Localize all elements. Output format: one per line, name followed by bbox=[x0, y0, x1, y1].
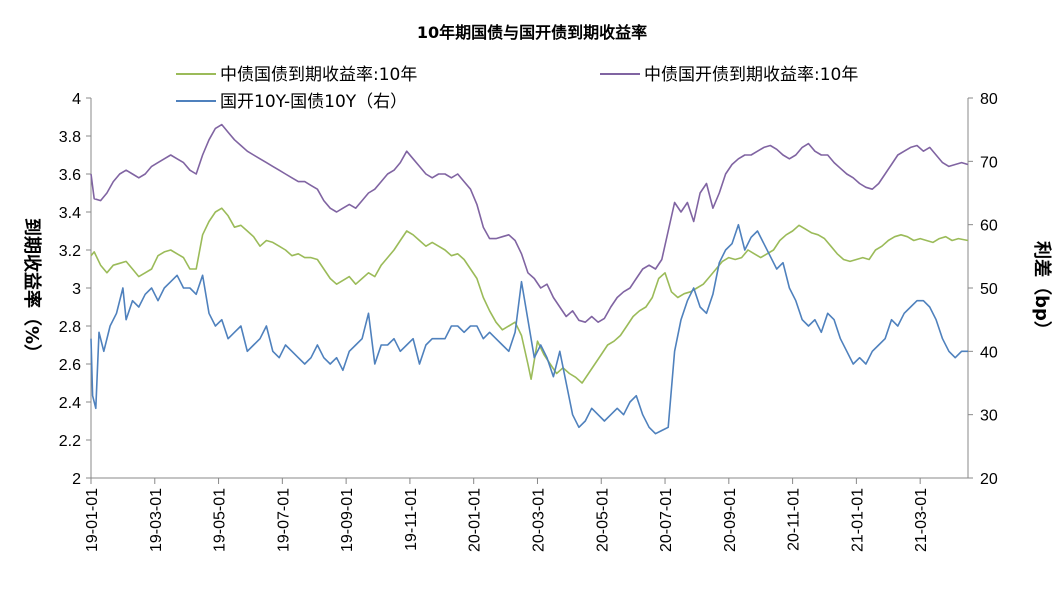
left-axis-title: 到期收益率（%） bbox=[21, 218, 43, 362]
left-tick-label: 2.2 bbox=[59, 433, 81, 450]
left-tick-label: 3.6 bbox=[59, 167, 81, 184]
right-tick-label: 30 bbox=[980, 408, 998, 425]
right-axis-ticks: 20 30 40 50 60 70 80 bbox=[968, 91, 998, 488]
left-tick-label: 3.2 bbox=[59, 243, 81, 260]
x-tick-label: 19-05-01 bbox=[212, 488, 229, 552]
right-tick-label: 70 bbox=[980, 154, 998, 171]
x-tick-label: 20-09-01 bbox=[722, 488, 739, 552]
x-tick-label: 21-01-01 bbox=[849, 488, 866, 552]
left-tick-label: 3 bbox=[72, 281, 81, 298]
left-tick-label: 2.8 bbox=[59, 319, 81, 336]
right-tick-label: 20 bbox=[980, 471, 998, 488]
left-tick-label: 3.4 bbox=[59, 205, 81, 222]
left-tick-label: 2.4 bbox=[59, 395, 81, 412]
x-tick-label: 20-03-01 bbox=[530, 488, 547, 552]
x-tick-label: 19-01-01 bbox=[84, 488, 101, 552]
legend-label-guokai: 中债国开债到期收益率:10年 bbox=[644, 65, 858, 85]
x-tick-label: 19-03-01 bbox=[148, 488, 165, 552]
legend-label-guozhai: 中债国债到期收益率:10年 bbox=[220, 65, 417, 85]
series-line-2 bbox=[90, 223, 968, 435]
x-tick-label: 20-05-01 bbox=[594, 488, 611, 552]
x-tick-label: 20-01-01 bbox=[467, 488, 484, 552]
right-tick-label: 60 bbox=[980, 218, 998, 235]
x-axis-ticks: 19-01-01 19-03-01 19-05-01 19-07-01 19-09-01… bbox=[84, 478, 930, 552]
left-tick-label: 2 bbox=[72, 471, 81, 488]
x-tick-label: 20-07-01 bbox=[658, 488, 675, 552]
x-tick-label: 19-11-01 bbox=[403, 488, 420, 551]
chart-title: 10年期国债与国开债到期收益率 bbox=[417, 23, 647, 42]
right-tick-label: 50 bbox=[980, 281, 998, 298]
x-tick-label: 20-11-01 bbox=[786, 488, 803, 551]
right-tick-label: 40 bbox=[980, 344, 998, 361]
right-axis-title: 利差（bp） bbox=[1031, 241, 1053, 339]
left-axis-ticks: 2 2.2 2.4 2.6 2.8 3 3.2 3.4 3.6 3.8 4 bbox=[59, 91, 91, 488]
left-tick-label: 4 bbox=[72, 91, 81, 108]
right-tick-label: 80 bbox=[980, 91, 998, 108]
x-tick-label: 19-07-01 bbox=[275, 488, 292, 552]
legend: 中债国债到期收益率:10年 中债国开债到期收益率:10年 国开10Y-国债10Y… bbox=[176, 65, 858, 112]
legend-label-spread: 国开10Y-国债10Y（右） bbox=[220, 92, 407, 112]
x-tick-label: 19-09-01 bbox=[339, 488, 356, 552]
left-tick-label: 2.6 bbox=[59, 357, 81, 374]
left-tick-label: 3.8 bbox=[59, 129, 81, 146]
series-line-0 bbox=[90, 207, 969, 384]
x-tick-label: 21-03-01 bbox=[913, 488, 930, 552]
series-line-1 bbox=[90, 123, 969, 323]
series-lines bbox=[90, 123, 969, 435]
